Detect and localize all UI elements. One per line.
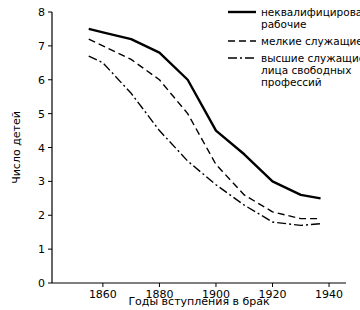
legend-swatch [228,57,256,58]
legend-line: высшие служащие и [261,52,360,64]
legend-line: неквалифицированные [261,6,360,18]
y-tick [48,79,52,80]
x-tick [102,283,103,287]
y-tick [48,249,52,250]
legend-label: неквалифицированныерабочие [261,6,360,30]
legend-swatch [228,11,256,13]
y-tick-label: 5 [38,108,45,121]
y-tick [48,45,52,46]
y-tick [48,283,52,284]
x-tick [159,283,160,287]
legend-line: профессий [261,76,322,88]
y-axis-label: Число детей [10,111,23,184]
x-axis [52,282,346,283]
legend-line: лица свободных [261,64,351,76]
x-tick-label: 1940 [315,288,343,301]
legend-label: высшие служащие илица свободныхпрофессий [261,52,360,88]
y-tick-label: 7 [38,40,45,53]
x-tick [329,283,330,287]
x-axis-label: Годы вступления в брак [128,295,270,308]
y-tick-label: 4 [38,142,45,155]
y-tick [48,147,52,148]
x-tick-label: 1860 [89,288,117,301]
y-tick-label: 3 [38,175,45,188]
y-tick-label: 8 [38,6,45,19]
legend-line: рабочие [261,18,307,30]
y-tick [48,12,52,13]
y-tick-label: 6 [38,74,45,87]
legend-label: мелкие служащие [261,35,360,47]
y-tick-label: 2 [38,209,45,222]
y-tick [48,215,52,216]
x-tick [272,283,273,287]
legend-swatch [228,40,256,41]
y-tick [48,113,52,114]
y-tick [48,181,52,182]
y-tick-label: 1 [38,243,45,256]
x-tick [215,283,216,287]
chart: 01234567818601880190019201940Годы вступл… [0,0,360,310]
legend-line: мелкие служащие [261,35,360,47]
y-tick-label: 0 [38,277,45,290]
